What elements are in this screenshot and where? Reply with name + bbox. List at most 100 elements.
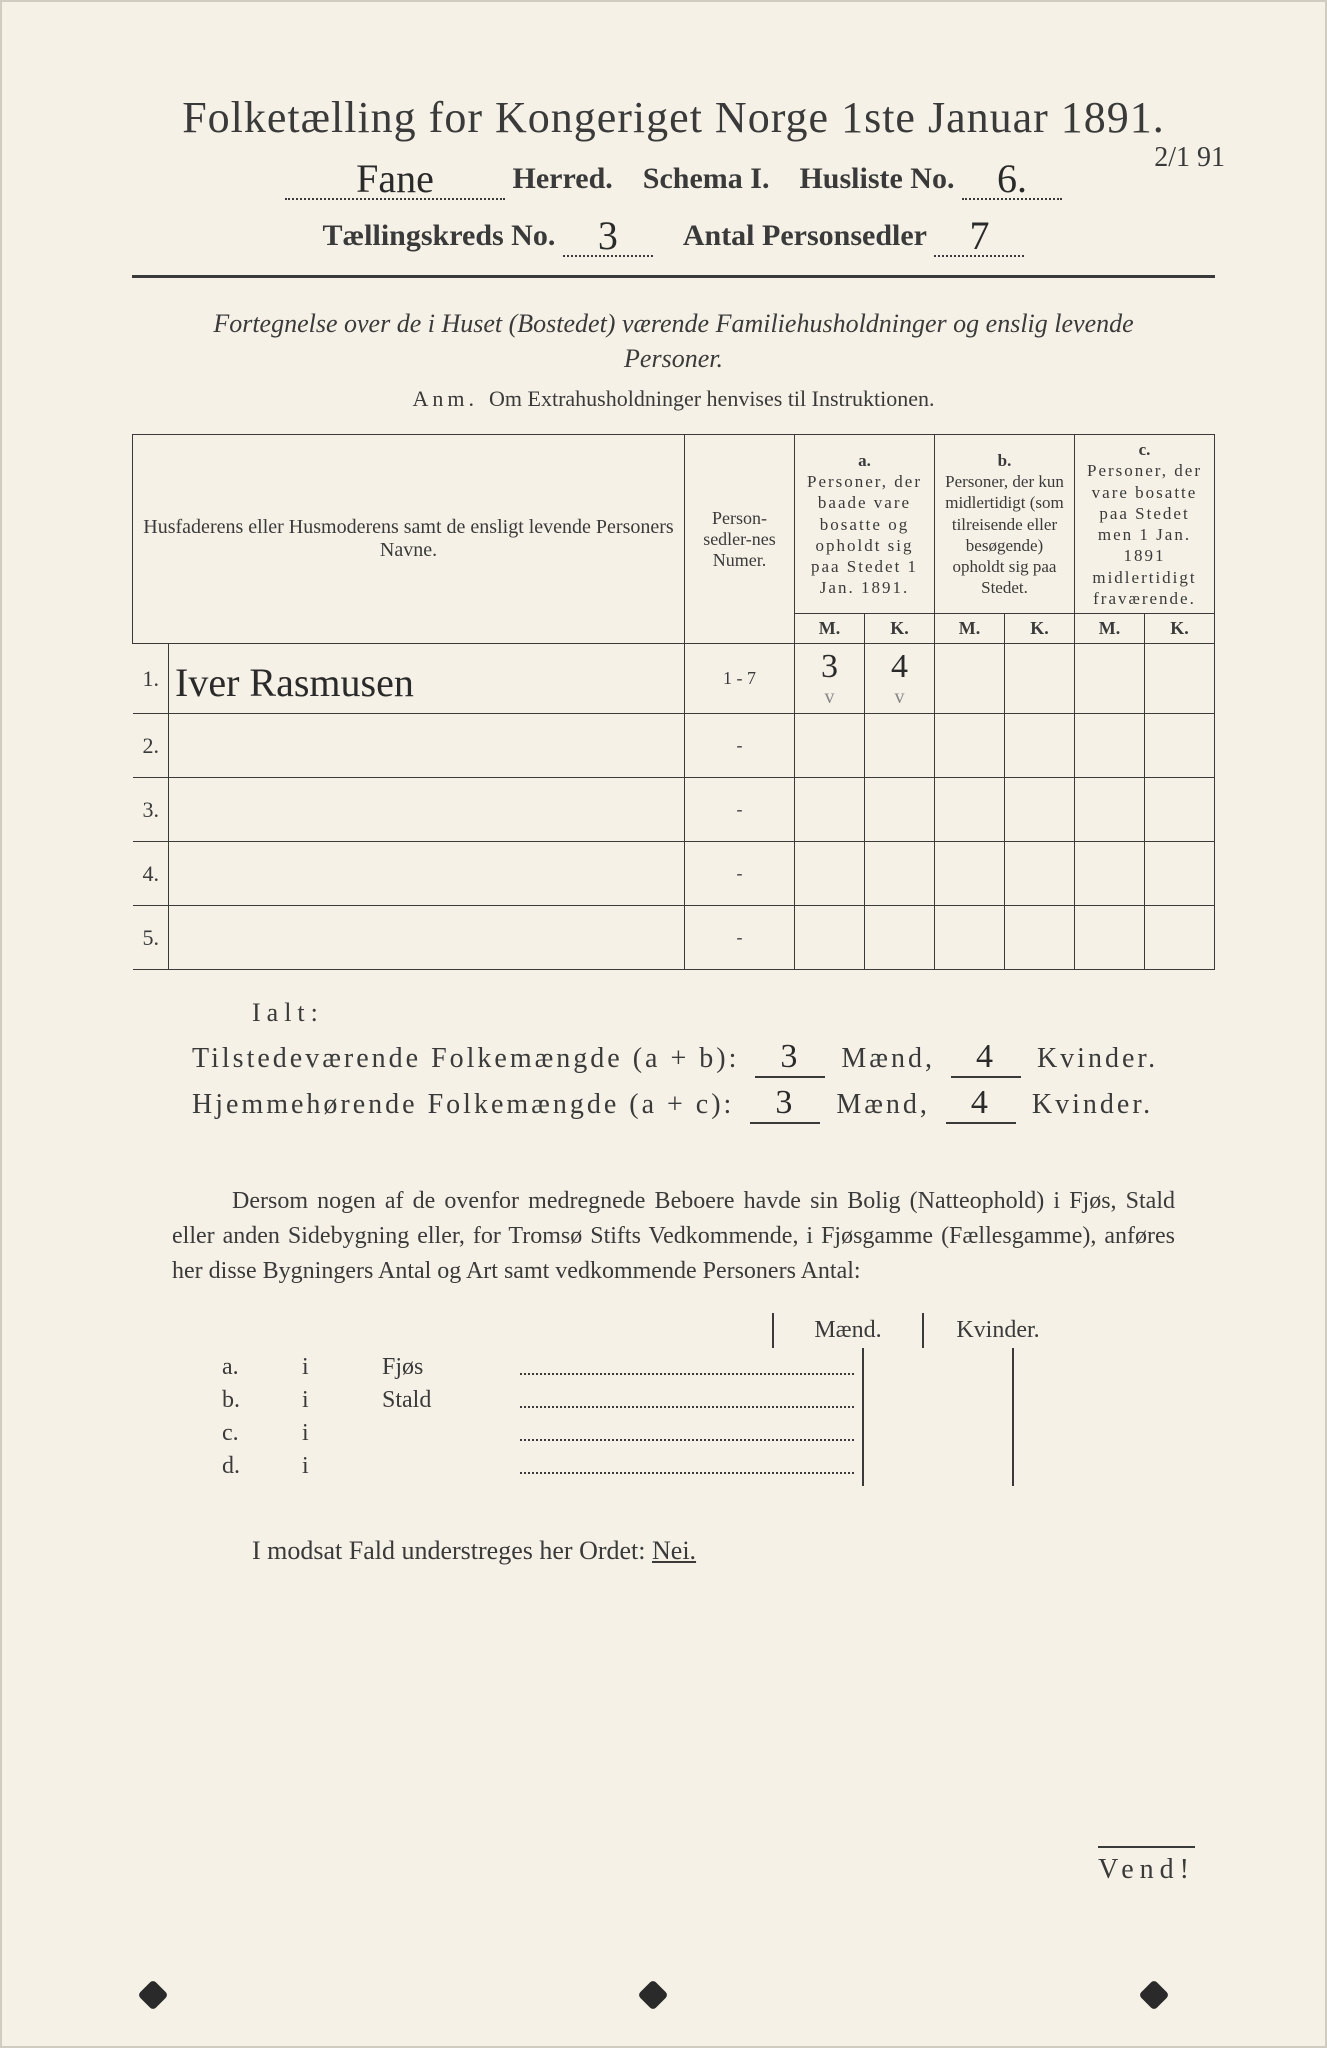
sum2-m-lbl: Mænd, [836,1089,930,1120]
sum1-k-lbl: Kvinder. [1037,1043,1158,1074]
c-m-cell [1075,906,1145,970]
b-k-cell [1005,644,1075,714]
col-b-text: Personer, der kun midlertidigt (som tilr… [941,471,1068,599]
col-a-label: a. [801,450,928,471]
sum2-label: Hjemmehørende Folkemængde (a + c): [192,1089,734,1120]
dotted-line [520,1472,854,1474]
row-number: 3. [133,778,169,842]
antal-value: 7 [969,213,989,258]
punch-hole-icon [1138,1979,1169,2010]
col-c: c. Personer, der vare bosatte paa Stedet… [1075,435,1215,614]
b-k-cell [1005,778,1075,842]
sum-line-1: Tilstedeværende Folkemængde (a + b): 3 M… [192,1038,1215,1078]
anm-label: Anm. [413,386,479,411]
side-label: Stald [382,1387,512,1414]
a-m: M. [795,614,865,644]
anm-line: Anm. Om Extrahusholdninger henvises til … [132,386,1215,412]
c-k-cell [1145,778,1215,842]
side-kvinder: Kvinder. [922,1313,1072,1348]
a-k: K. [865,614,935,644]
dersom-text: Dersom nogen af de ovenfor medregnede Be… [172,1188,1175,1284]
dersom-paragraph: Dersom nogen af de ovenfor medregnede Be… [172,1184,1175,1288]
col-names: Husfaderens eller Husmoderens samt de en… [133,435,685,644]
a-m-cell [795,906,865,970]
sum1-m: 3 [780,1038,800,1075]
c-m-cell [1075,842,1145,906]
name-cell [169,778,685,842]
husliste-value: 6. [997,156,1027,201]
b-k: K. [1005,614,1075,644]
side-a: d. [222,1453,302,1480]
header-line-2: Tællingskreds No. 3 Antal Personsedler 7 [132,208,1215,257]
anm-text: Om Extrahusholdninger henvises til Instr… [489,386,934,411]
b-m-cell [935,714,1005,778]
col-names-text: Husfaderens eller Husmoderens samt de en… [143,516,673,561]
dotted-line [520,1406,854,1408]
side-row: b.iStald [222,1387,862,1414]
col-b: b. Personer, der kun midlertidigt (som t… [935,435,1075,614]
row-number: 4. [133,842,169,906]
table-row: 1.Iver Rasmusen1 - 73v4v [133,644,1215,714]
dotted-line [520,1439,854,1441]
a-k-cell [865,842,935,906]
schema-label: Schema I. [643,162,770,195]
page-title: Folketælling for Kongeriget Norge 1ste J… [132,92,1215,143]
col-b-label: b. [941,450,1068,471]
b-m-cell [935,644,1005,714]
b-m-cell [935,906,1005,970]
numer-cell: 1 - 7 [685,644,795,714]
side-a: a. [222,1354,302,1381]
punch-hole-icon [137,1979,168,2010]
fortegnelse-text: Fortegnelse over de i Huset (Bostedet) v… [172,306,1175,376]
side-col-k [1012,1348,1162,1486]
row-number: 2. [133,714,169,778]
numer-cell: - [685,842,795,906]
c-m-cell [1075,714,1145,778]
b-k-cell [1005,906,1075,970]
col-nummer: Person-sedler-nes Numer. [685,435,795,644]
table-row: 3. - [133,778,1215,842]
numer-cell: - [685,778,795,842]
ialt-label: Ialt: [252,998,1215,1028]
side-header: Mænd. Kvinder. [772,1313,1215,1348]
sum2-k-lbl: Kvinder. [1032,1089,1153,1120]
side-a: b. [222,1387,302,1414]
col-c-label: c. [1081,439,1208,460]
table-row: 5. - [133,906,1215,970]
census-form-page: Folketælling for Kongeriget Norge 1ste J… [0,0,1327,2048]
a-k-cell [865,778,935,842]
name-cell [169,714,685,778]
a-m-cell [795,842,865,906]
c-k: K. [1145,614,1215,644]
side-a: c. [222,1420,302,1447]
a-k-cell [865,714,935,778]
corner-date: 2/1 91 [1154,142,1225,174]
name-cell [169,906,685,970]
c-k-cell [1145,644,1215,714]
sum-line-2: Hjemmehørende Folkemængde (a + c): 3 Mæn… [192,1084,1215,1124]
side-maend: Mænd. [772,1313,922,1348]
main-table: Husfaderens eller Husmoderens samt de en… [132,434,1215,970]
side-row: d.i [222,1453,862,1480]
b-m: M. [935,614,1005,644]
name-cell [169,842,685,906]
numer-cell: - [685,906,795,970]
a-m-cell [795,714,865,778]
a-k-cell: 4v [865,644,935,714]
numer-cell: - [685,714,795,778]
c-m: M. [1075,614,1145,644]
name-cell: Iver Rasmusen [169,644,685,714]
b-m-cell [935,778,1005,842]
kreds-label: Tællingskreds No. [323,219,556,252]
col-a-text: Personer, der baade vare bosatte og opho… [801,471,928,599]
side-table: a.iFjøsb.iStaldc.id.i [132,1348,1215,1486]
modsat-line: I modsat Fald understreges her Ordet: Ne… [252,1536,1215,1566]
antal-label: Antal Personsedler [683,219,927,252]
nei-word: Nei. [652,1536,696,1565]
c-m-cell [1075,644,1145,714]
col-c-text: Personer, der vare bosatte paa Stedet me… [1081,460,1208,609]
row-number: 5. [133,906,169,970]
punch-hole-icon [637,1979,668,2010]
side-i: i [302,1354,382,1381]
herred-label: Herred. [513,162,613,195]
